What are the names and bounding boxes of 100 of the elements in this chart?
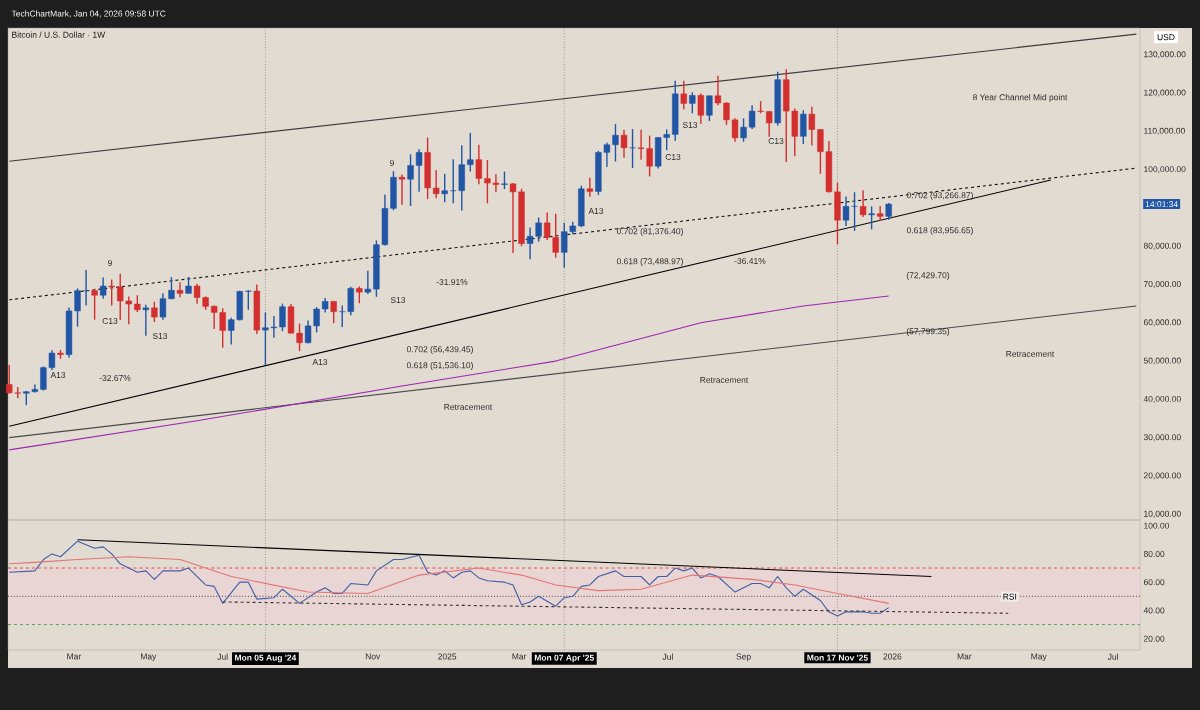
annotation: C13 [768, 137, 784, 144]
y-tick-label: 80.00 [1143, 550, 1165, 557]
candlestick [620, 129, 628, 159]
candlestick [142, 304, 150, 337]
y-tick-label: 30,000.00 [1143, 434, 1181, 442]
y-axis-title: USD [1157, 34, 1175, 41]
candlestick [800, 109, 807, 145]
candlestick [151, 301, 158, 323]
candlestick [441, 173, 448, 203]
annotation: C13 [665, 153, 681, 160]
candlestick [740, 117, 747, 143]
candlestick [586, 176, 594, 198]
candlestick [398, 173, 406, 206]
x-tick-label: Sep [736, 653, 751, 662]
candlestick [432, 169, 440, 200]
annotation: -32.67% [99, 374, 131, 381]
annotation: A13 [588, 207, 604, 214]
candlestick [765, 110, 773, 138]
y-tick-label: 80,000.00 [1143, 242, 1181, 250]
annotation: A13 [50, 371, 66, 378]
candlestick [859, 189, 867, 218]
x-tick-label: Mar [512, 653, 527, 660]
y-tick-label: 50,000.00 [1143, 357, 1181, 365]
ref-line-label: Mon 07 Apr '25 [534, 654, 594, 663]
text: 14:01:34 [1145, 201, 1178, 208]
annotation: S13 [682, 121, 698, 128]
annotation: 0.618 (73,488.97) [616, 258, 683, 266]
candlestick [108, 278, 115, 307]
annotation: S13 [152, 332, 168, 339]
annotation: 0.702 (81,376.40) [616, 228, 683, 236]
y-tick-label: 100.00 [1144, 522, 1170, 529]
candlestick [415, 148, 423, 193]
annotation: S13 [390, 296, 406, 303]
annotation: 8 Year Channel Mid point [972, 94, 1068, 102]
annotation: (57,799.35) [906, 328, 950, 336]
candlestick [407, 153, 414, 207]
x-tick-label: Jul [217, 653, 228, 660]
candlestick [245, 289, 252, 311]
annotation: 9 [390, 159, 394, 166]
candlestick [808, 106, 816, 147]
x-tick-label: Jul [1107, 653, 1118, 660]
candlestick [876, 205, 884, 222]
y-tick-label: 20,000.00 [1143, 472, 1181, 480]
candlestick [176, 281, 184, 298]
y-tick-label: 60,000.00 [1143, 319, 1181, 327]
candlestick [680, 80, 687, 111]
annotation: A13 [312, 358, 328, 365]
x-tick-label: May [140, 653, 157, 662]
y-tick-label: 10,000.00 [1144, 510, 1181, 518]
candlestick [364, 270, 372, 295]
annotation: 9 [108, 259, 112, 266]
candlestick [842, 195, 850, 227]
y-tick-label: 60.00 [1143, 579, 1165, 586]
annotation: 0.702 (93,266.87) [906, 192, 973, 200]
x-tick-label: Mar [957, 653, 972, 660]
candlestick [689, 91, 696, 115]
line-series [8, 295, 890, 451]
candlestick [467, 132, 474, 173]
candlestick [450, 158, 457, 205]
x-tick-label: Jul [662, 653, 673, 660]
candlestick [91, 288, 98, 321]
ref-line-label: Mon 05 Aug '24 [235, 654, 297, 663]
x-tick-label: May [1031, 653, 1047, 662]
y-tick-label: 120,000.00 [1144, 89, 1186, 97]
y-tick-label: 130,000.00 [1144, 51, 1186, 59]
y-tick-label: 70,000.00 [1143, 281, 1181, 288]
candlestick [82, 269, 90, 307]
annotation: RSI [1003, 593, 1017, 600]
annotation: -36.41% [734, 257, 766, 264]
candlestick [99, 276, 107, 300]
text: TechChartMark, Jan 04, 2026 09:58 UTC [11, 10, 166, 18]
y-tick-label: 110,000.00 [1144, 127, 1185, 135]
x-tick-label: 2026 [883, 653, 902, 660]
candlestick [748, 104, 756, 130]
line-series [8, 540, 890, 617]
candlestick [475, 144, 483, 185]
x-tick-label: Nov [365, 653, 381, 660]
x-tick-label: Mar [67, 653, 82, 660]
candlestick [706, 95, 713, 122]
annotation: 0.702 (56,439.45) [406, 346, 473, 354]
candlestick [868, 205, 875, 231]
annotation: 0.618 (83,956.65) [906, 227, 973, 235]
annotation: Retracement [1006, 351, 1055, 357]
y-tick-label: 40.00 [1143, 607, 1165, 614]
ref-line-label: Mon 17 Nov '25 [807, 654, 868, 661]
annotation: Retracement [444, 404, 493, 410]
annotation: -31.91% [436, 278, 468, 285]
y-tick-label: 20.00 [1143, 635, 1165, 642]
y-tick-label: 100,000.00 [1144, 166, 1186, 174]
chart-title: Bitcoin / U.S. Dollar · 1W [12, 31, 106, 38]
candlestick [697, 92, 705, 125]
annotation: Retracement [700, 377, 749, 383]
annotation: 0.618 (51,536.10) [406, 362, 473, 370]
candlestick [339, 304, 346, 328]
annotation: (72,429.70) [906, 272, 950, 280]
annotation: C13 [102, 317, 118, 324]
line-series [8, 556, 890, 604]
y-tick-label: 40,000.00 [1143, 395, 1181, 403]
candlestick [347, 286, 354, 316]
x-tick-label: 2025 [438, 653, 457, 660]
